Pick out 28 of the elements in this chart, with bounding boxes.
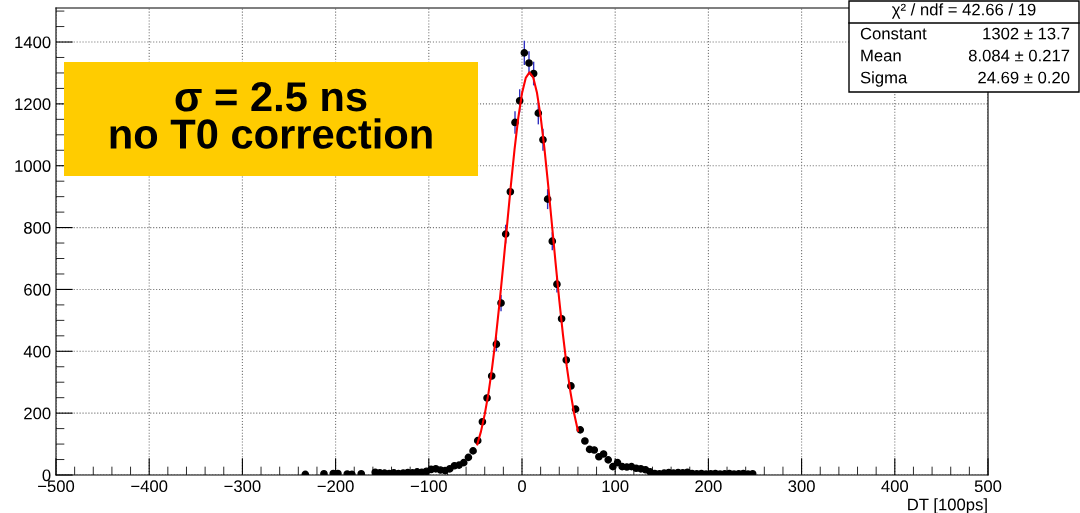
annotation: Sigma (860, 71, 908, 87)
y-tick-label: 1400 (15, 36, 51, 49)
y-tick-label: 0 (42, 469, 51, 482)
x-tick-label: −300 (224, 480, 261, 493)
x-tick-label: −400 (131, 480, 168, 493)
x-tick-label: 300 (788, 480, 815, 493)
x-axis-title: DT [100ps] (908, 498, 987, 513)
annotation: χ² / ndf = 42.66 / 19 (891, 3, 1036, 19)
x-tick-label: 400 (881, 480, 909, 493)
y-tick-label: 200 (24, 407, 51, 420)
x-tick-label: 100 (602, 480, 629, 493)
y-tick-label: 400 (23, 345, 51, 358)
y-tick-label: 1000 (15, 160, 51, 172)
x-tick-label: 200 (695, 480, 722, 493)
x-tick-label: 0 (518, 480, 526, 493)
y-tick-label: 600 (24, 283, 51, 296)
annotation: 8.084 ± 0.217 (968, 49, 1070, 62)
x-tick-label: −100 (410, 480, 447, 493)
x-tick-label: −200 (317, 480, 354, 493)
annotation: 1302 ± 13.7 (983, 27, 1070, 40)
annotation: σ = 2.5 ns no T0 correction (110, 82, 432, 149)
x-tick-label: 500 (974, 480, 1002, 493)
annotation: Constant (860, 27, 927, 40)
annotation: 24.69 ± 0.20 (978, 71, 1070, 84)
y-tick-label: 1200 (15, 98, 51, 111)
annotation: Mean (861, 49, 901, 62)
x-tick-label: −500 (38, 480, 75, 493)
y-tick-label: 800 (24, 221, 51, 234)
